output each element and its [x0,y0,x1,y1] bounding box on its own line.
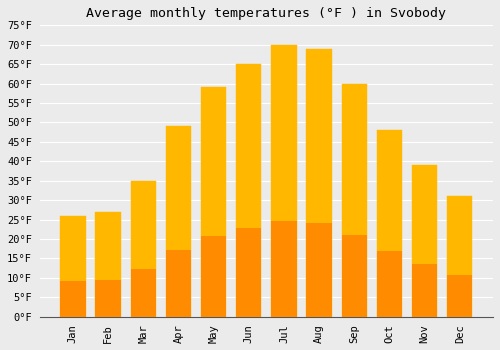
Bar [201,88,226,317]
Bar [447,196,472,317]
Title: Average monthly temperatures (°F ) in Svobody: Average monthly temperatures (°F ) in Sv… [86,7,446,20]
Bar [377,251,402,317]
Bar [236,228,262,317]
Bar [60,216,86,317]
Bar [271,222,296,317]
Bar [306,49,332,317]
Bar [306,223,332,317]
Bar [166,250,191,317]
Bar [201,237,226,317]
Bar [377,130,402,317]
Bar [166,126,191,317]
Bar [130,269,156,317]
Bar [130,181,156,317]
Bar [271,45,296,317]
Bar [60,281,86,317]
Bar [96,280,120,317]
Bar [412,264,438,317]
Bar [412,165,438,317]
Bar [342,235,367,317]
Bar [236,64,262,317]
Bar [447,274,472,317]
Bar [342,84,367,317]
Bar [96,212,120,317]
